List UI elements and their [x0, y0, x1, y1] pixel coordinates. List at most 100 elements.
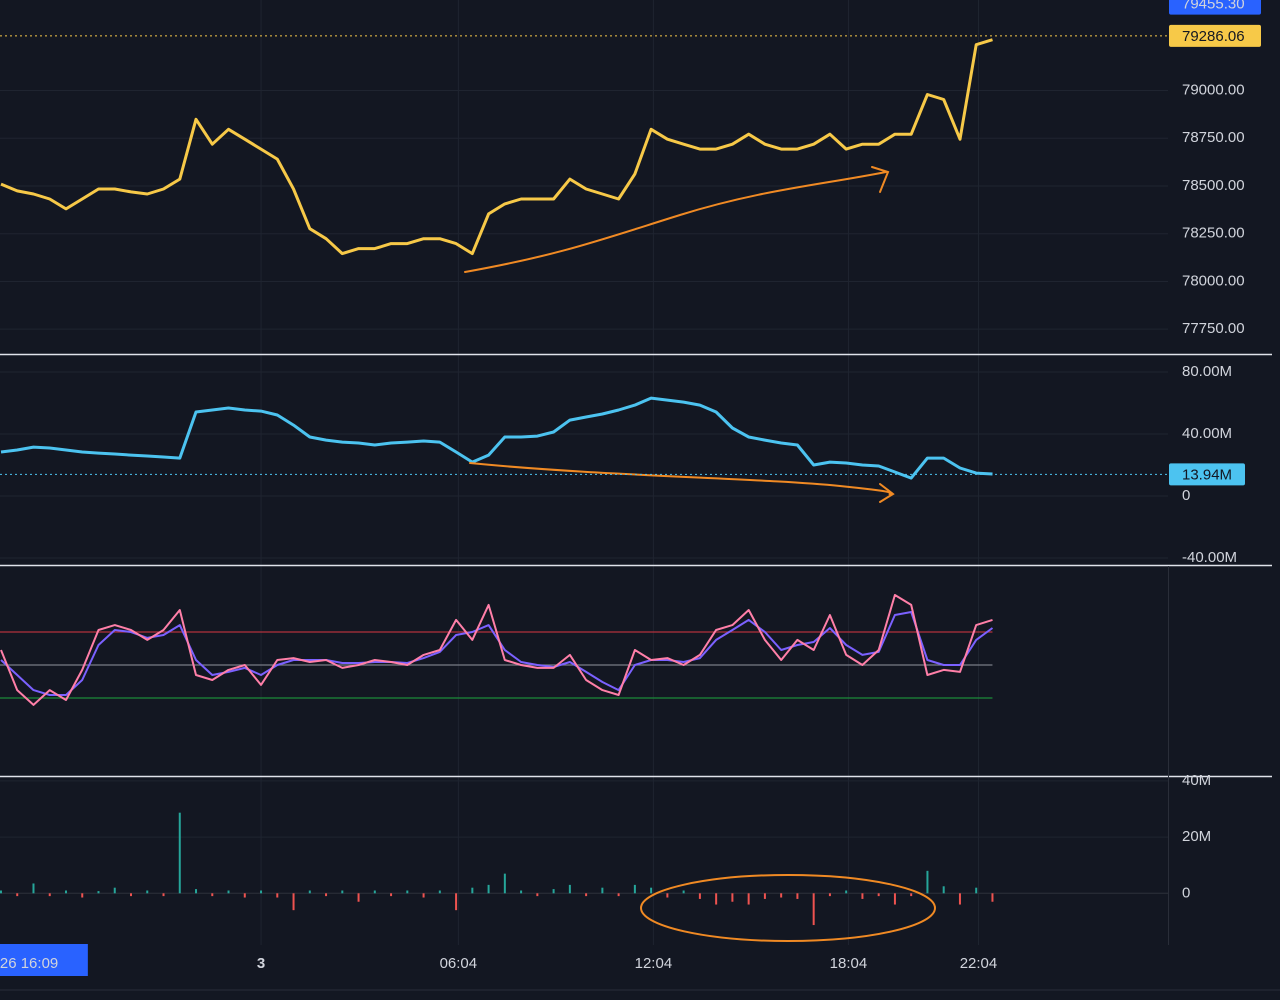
crosshair-label: 26 16:09: [0, 955, 58, 972]
bar: [893, 893, 896, 905]
bar: [81, 893, 84, 898]
bar: [178, 812, 181, 894]
crosshair-box: [0, 944, 88, 976]
bar: [536, 893, 539, 897]
bar: [715, 893, 718, 905]
bar: [617, 893, 620, 897]
annotation-arrowhead: [879, 483, 895, 503]
y-tick-label: 78750.00: [1182, 129, 1245, 146]
x-tick-label: 18:04: [830, 955, 868, 972]
bar: [130, 893, 133, 897]
bar: [243, 893, 246, 898]
bar: [227, 890, 230, 894]
bar: [763, 893, 766, 899]
bar: [828, 893, 831, 897]
bar: [48, 893, 51, 897]
bar: [422, 893, 425, 898]
bar: [406, 890, 409, 894]
bar: [666, 893, 669, 898]
bar: [341, 890, 344, 894]
y-tick-label: 77750.00: [1182, 320, 1245, 337]
bar: [16, 893, 19, 897]
bar: [682, 890, 685, 894]
data-line: [0, 38, 993, 256]
bar: [211, 893, 214, 897]
bar: [97, 891, 100, 894]
bar: [113, 887, 116, 894]
current-value-box: [1169, 463, 1245, 486]
y-tick-label: 40.00M: [1182, 425, 1232, 442]
bar: [260, 890, 263, 894]
plot-layer: [0, 0, 1168, 945]
bar: [926, 870, 929, 894]
y-tick-label: 78250.00: [1182, 225, 1245, 242]
bar: [552, 889, 555, 894]
bar: [731, 893, 734, 902]
y-tick-label: 80.00M: [1182, 363, 1232, 380]
annotation-arrow: [469, 462, 893, 495]
x-tick-label: 3: [257, 955, 265, 972]
y-tick-label: 0: [1182, 884, 1190, 901]
bar: [568, 884, 571, 894]
annotation-arrow: [464, 171, 887, 273]
x-tick-label: 22:04: [960, 955, 998, 972]
bar: [975, 887, 978, 894]
bar: [373, 890, 376, 894]
current-value-box: [1169, 24, 1261, 47]
bar: [438, 890, 441, 894]
data-line: [0, 611, 994, 696]
bar: [958, 893, 961, 905]
bar: [308, 890, 311, 894]
bar: [601, 887, 604, 894]
bar: [0, 890, 2, 894]
annotation-arrowhead: [871, 166, 890, 193]
bar: [698, 893, 701, 899]
y-tick-label: 78000.00: [1182, 272, 1245, 289]
bar: [861, 893, 864, 899]
bar: [845, 890, 848, 894]
annotations: [464, 166, 936, 942]
bar: [520, 890, 523, 894]
bar: [747, 893, 750, 905]
x-tick-label: 12:04: [635, 955, 673, 972]
bar: [455, 893, 458, 911]
high-value-box: [1169, 0, 1261, 15]
y-tick-label: 78500.00: [1182, 177, 1245, 194]
bar: [487, 884, 490, 894]
bar: [32, 883, 35, 894]
y-tick-label: 40M: [1182, 772, 1211, 789]
x-tick-label: 06:04: [440, 955, 478, 972]
data-line: [0, 396, 993, 480]
y-tick-label: 79000.00: [1182, 81, 1245, 98]
bar: [633, 884, 636, 894]
bar: [276, 893, 279, 898]
data-line: [0, 594, 993, 706]
bar: [503, 873, 506, 894]
bar: [910, 893, 913, 897]
bar: [195, 889, 198, 894]
bar: [780, 893, 783, 898]
bar: [650, 887, 653, 894]
y-tick-label: 20M: [1182, 828, 1211, 845]
bar: [585, 893, 588, 897]
bar: [357, 893, 360, 902]
bar: [325, 893, 328, 897]
bar: [162, 893, 165, 897]
bar: [877, 893, 880, 897]
high-value-label: 79455.30: [1182, 0, 1245, 13]
annotation-ellipse: [640, 874, 936, 942]
bar: [64, 890, 67, 894]
bar: [146, 890, 149, 894]
bar: [942, 886, 945, 894]
bar: [292, 893, 295, 911]
bar: [991, 893, 994, 902]
y-tick-label: 0: [1182, 487, 1190, 504]
bar: [796, 893, 799, 899]
bar: [390, 893, 393, 897]
current-value-label: 79286.06: [1182, 28, 1245, 45]
bar: [471, 887, 474, 894]
current-value-label: 13.94M: [1182, 466, 1232, 483]
y-tick-label: -40.00M: [1182, 549, 1237, 566]
bar: [812, 893, 815, 926]
